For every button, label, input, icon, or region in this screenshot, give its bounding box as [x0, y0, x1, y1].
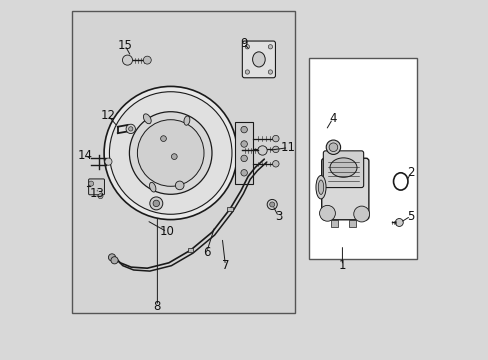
Ellipse shape [329, 158, 356, 177]
Circle shape [394, 219, 403, 226]
Circle shape [104, 86, 237, 220]
Ellipse shape [252, 52, 264, 67]
Circle shape [111, 257, 118, 264]
Circle shape [272, 146, 279, 153]
Circle shape [241, 126, 247, 133]
Bar [330, 220, 337, 227]
Circle shape [241, 170, 247, 176]
FancyBboxPatch shape [242, 41, 275, 78]
Circle shape [143, 56, 151, 64]
Circle shape [88, 181, 94, 186]
Ellipse shape [149, 183, 156, 192]
Text: 11: 11 [280, 141, 295, 154]
Bar [227, 207, 232, 211]
Circle shape [129, 112, 212, 194]
Circle shape [268, 45, 272, 49]
Ellipse shape [143, 114, 151, 124]
Text: 10: 10 [160, 225, 174, 238]
Circle shape [353, 206, 369, 222]
Text: 8: 8 [153, 300, 161, 312]
Bar [187, 248, 193, 252]
Text: 7: 7 [221, 259, 229, 272]
Text: 9: 9 [240, 37, 247, 50]
Text: 3: 3 [274, 210, 282, 223]
Text: 5: 5 [407, 210, 414, 222]
Bar [235, 122, 252, 184]
Text: 6: 6 [203, 246, 210, 258]
Text: 1: 1 [338, 259, 346, 272]
Circle shape [153, 200, 159, 207]
Circle shape [108, 254, 115, 261]
Circle shape [257, 146, 266, 155]
Circle shape [269, 202, 274, 207]
FancyBboxPatch shape [88, 179, 104, 195]
Circle shape [126, 124, 135, 134]
Text: 15: 15 [117, 39, 132, 52]
Circle shape [171, 154, 177, 159]
Ellipse shape [315, 176, 325, 199]
Circle shape [175, 181, 183, 190]
Circle shape [244, 45, 249, 49]
Text: 2: 2 [406, 166, 414, 179]
Circle shape [149, 197, 163, 210]
Circle shape [109, 92, 231, 214]
Circle shape [104, 158, 112, 165]
Circle shape [128, 127, 133, 131]
Circle shape [137, 120, 203, 186]
Circle shape [268, 70, 272, 74]
Circle shape [328, 143, 337, 152]
Bar [309, 58, 416, 259]
Circle shape [272, 161, 279, 167]
Circle shape [122, 55, 132, 65]
Circle shape [244, 70, 249, 74]
Circle shape [241, 155, 247, 162]
Circle shape [160, 136, 166, 141]
Circle shape [266, 199, 277, 210]
Circle shape [98, 194, 103, 199]
Text: 13: 13 [89, 187, 104, 200]
Text: 4: 4 [328, 112, 336, 125]
Ellipse shape [318, 180, 323, 194]
Text: 14: 14 [78, 149, 93, 162]
Bar [72, 11, 294, 313]
Circle shape [272, 135, 279, 142]
Circle shape [241, 141, 247, 147]
Ellipse shape [183, 116, 189, 125]
Text: 12: 12 [100, 109, 115, 122]
Bar [348, 220, 355, 227]
FancyBboxPatch shape [321, 158, 368, 220]
Circle shape [319, 206, 335, 221]
FancyBboxPatch shape [323, 151, 363, 188]
Circle shape [325, 140, 340, 154]
